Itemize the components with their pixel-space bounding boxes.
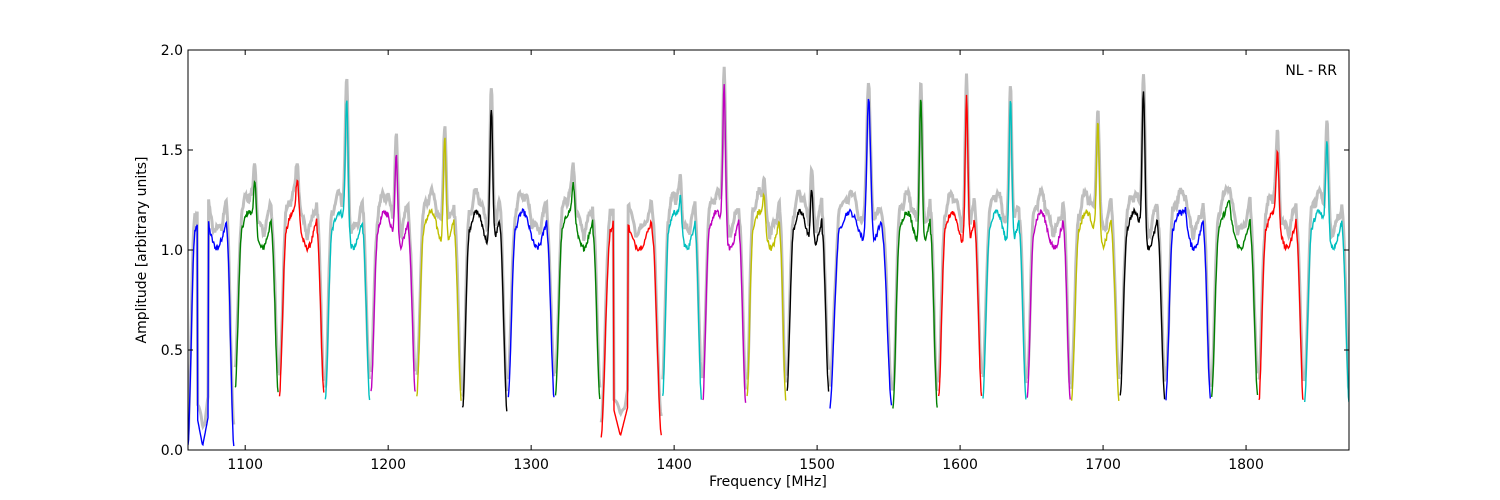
axis-ticks: 1100 1200 1300 1400 1500 1600 1700 1800 0.0 0.5 1.… xyxy=(161,43,1349,473)
band-trace xyxy=(937,94,983,397)
x-tick-label: 1500 xyxy=(799,457,835,473)
y-tick-label: 0.0 xyxy=(161,443,183,459)
band-trace xyxy=(278,179,325,397)
band-trace xyxy=(600,219,662,438)
band-traces xyxy=(188,84,1349,447)
band-trace xyxy=(370,154,416,392)
x-tick-label: 1700 xyxy=(1085,457,1121,473)
band-trace xyxy=(1304,141,1349,403)
band-trace xyxy=(1070,122,1120,401)
background-segment xyxy=(599,199,663,423)
band-trace xyxy=(786,189,830,392)
x-tick-label: 1600 xyxy=(942,457,978,473)
band-trace xyxy=(746,192,787,401)
y-tick-label: 0.5 xyxy=(161,343,183,359)
y-tick-label: 1.0 xyxy=(161,243,183,259)
x-tick-label: 1400 xyxy=(656,457,692,473)
background-segment xyxy=(891,82,939,392)
band-trace xyxy=(188,220,235,447)
background-segment xyxy=(745,175,788,383)
background-segment xyxy=(1210,183,1259,387)
band-trace xyxy=(1211,199,1259,397)
background-segment xyxy=(1257,129,1305,382)
background-segment xyxy=(1025,185,1072,385)
y-tick-label: 2.0 xyxy=(161,43,183,59)
band-trace xyxy=(461,109,508,412)
background-segment xyxy=(415,126,463,391)
band-trace xyxy=(234,179,279,393)
background-segment xyxy=(701,66,748,390)
band-trace xyxy=(1119,91,1166,400)
background-segment xyxy=(461,88,509,401)
x-tick-label: 1800 xyxy=(1228,457,1264,473)
band-trace xyxy=(982,101,1027,400)
background-segment xyxy=(1303,120,1349,391)
band-trace xyxy=(1258,149,1304,401)
band-trace xyxy=(416,137,462,401)
y-tick-label: 1.5 xyxy=(161,143,183,159)
background-segment xyxy=(1164,187,1212,386)
background-segment xyxy=(278,163,326,381)
background-segment xyxy=(188,196,236,436)
background-trace xyxy=(188,66,1349,436)
band-trace xyxy=(892,99,938,409)
y-axis-label: Amplitude [arbitrary units] xyxy=(134,157,150,344)
x-axis-label: Frequency [MHz] xyxy=(709,474,827,490)
background-segment xyxy=(554,162,602,388)
plot-area xyxy=(188,50,1349,450)
band-trace xyxy=(1026,209,1071,400)
chart-annotation: NL - RR xyxy=(1285,63,1337,79)
x-tick-label: 1300 xyxy=(513,457,549,473)
background-segment xyxy=(323,78,372,388)
band-trace xyxy=(507,208,555,398)
band-trace xyxy=(702,84,747,403)
background-segment xyxy=(981,86,1028,384)
background-segment xyxy=(506,188,556,380)
band-trace xyxy=(1165,207,1211,401)
band-trace xyxy=(829,98,893,409)
band-trace xyxy=(662,194,702,400)
background-segment xyxy=(785,164,831,376)
x-tick-label: 1100 xyxy=(227,457,263,473)
background-segment xyxy=(937,73,983,383)
background-segment xyxy=(828,82,893,391)
band-trace xyxy=(324,100,371,401)
x-tick-label: 1200 xyxy=(370,457,406,473)
band-trace xyxy=(554,182,601,400)
